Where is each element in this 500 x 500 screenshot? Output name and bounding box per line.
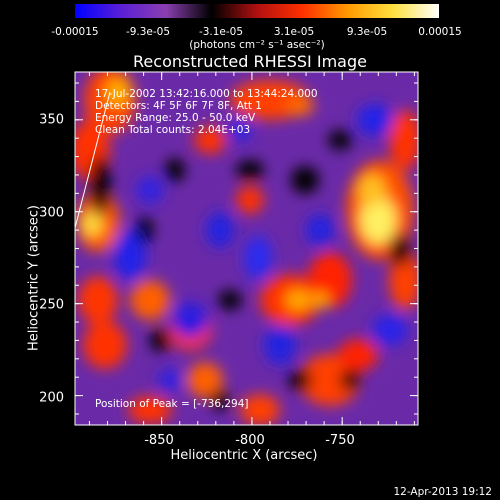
image-blob <box>228 118 252 142</box>
y-tick-label: 300 <box>39 205 64 221</box>
plot-title: Reconstructed RHESSI Image <box>133 52 367 71</box>
colorbar-tick: -9.3e-05 <box>125 26 171 38</box>
image-blob <box>328 130 352 150</box>
image-blob <box>106 78 130 106</box>
image-blob <box>306 214 334 246</box>
y-axis-label: Heliocentric Y (arcsec) <box>26 205 42 351</box>
image-blob <box>187 362 223 398</box>
colorbar <box>75 4 439 18</box>
colorbar-tick: -0.00015 <box>51 26 99 38</box>
image-blob <box>158 368 182 392</box>
timestamp: 12-Apr-2013 19:12 <box>393 486 492 498</box>
colorbar-tick: 3.1e-05 <box>273 26 315 38</box>
axis-ticks <box>75 72 418 425</box>
colorbar-tick: -3.1e-05 <box>198 26 244 38</box>
annotation-counts: Clean Total counts: 2.04E+03 <box>95 124 251 136</box>
image-blobs <box>75 72 418 425</box>
image-blob <box>360 196 396 244</box>
image-blob <box>206 212 234 248</box>
image-blob <box>130 280 170 320</box>
image-blob <box>390 234 410 266</box>
annotation-energy: Energy Range: 25.0 - 50.0 keV <box>95 112 256 124</box>
annotation-time: 17-Jul-2002 13:42:16.000 to 13:44:24.000 <box>95 88 318 100</box>
image-blob <box>357 104 393 136</box>
image-blob <box>128 396 172 424</box>
image-blob <box>136 176 164 204</box>
image-blob <box>150 328 170 352</box>
image-blob <box>389 110 418 170</box>
image-blob <box>286 96 314 116</box>
x-tick-label: -850 <box>144 433 174 448</box>
image-blob <box>210 390 230 410</box>
colorbar-tick: 0.00015 <box>418 26 462 38</box>
image-blob <box>218 290 242 310</box>
image-blob <box>78 276 118 324</box>
image-blob <box>240 394 280 425</box>
image-blob <box>372 314 408 346</box>
y-tick-label: 250 <box>39 297 64 313</box>
image-blob <box>83 321 127 369</box>
image-blob <box>389 250 418 310</box>
solar-limb-line <box>75 91 111 229</box>
image-blob <box>236 186 264 214</box>
image-blob <box>114 229 146 281</box>
image-blob <box>236 160 264 180</box>
image-blob <box>340 370 360 390</box>
x-tick-label: -750 <box>325 433 355 448</box>
image-blob <box>291 166 319 194</box>
image-blob <box>264 325 296 365</box>
image-blob <box>82 212 102 236</box>
y-tick-label: 350 <box>39 112 64 128</box>
image-blob <box>165 158 185 182</box>
image-blob <box>312 292 328 308</box>
image-blob <box>137 216 153 244</box>
image-blob <box>286 290 310 310</box>
image-blob <box>358 174 386 206</box>
x-axis-label: Heliocentric X (arcsec) <box>170 448 318 463</box>
colorbar-tick: 9.3e-05 <box>346 26 388 38</box>
image-blob <box>288 370 312 390</box>
colorbar-units: (photons cm⁻² s⁻¹ asec⁻²) <box>189 39 325 51</box>
image-blob <box>194 126 226 154</box>
peak-position-label: Position of Peak = [-736,294] <box>95 398 249 410</box>
annotation-detectors: Detectors: 4F 5F 6F 7F 8F, Att 1 <box>95 100 262 112</box>
y-tick-label: 200 <box>39 390 64 406</box>
x-tick-label: -800 <box>235 433 265 448</box>
image-blob <box>244 236 272 280</box>
image-blob <box>172 302 208 338</box>
image-blob <box>90 156 110 216</box>
image-blob <box>338 339 378 371</box>
